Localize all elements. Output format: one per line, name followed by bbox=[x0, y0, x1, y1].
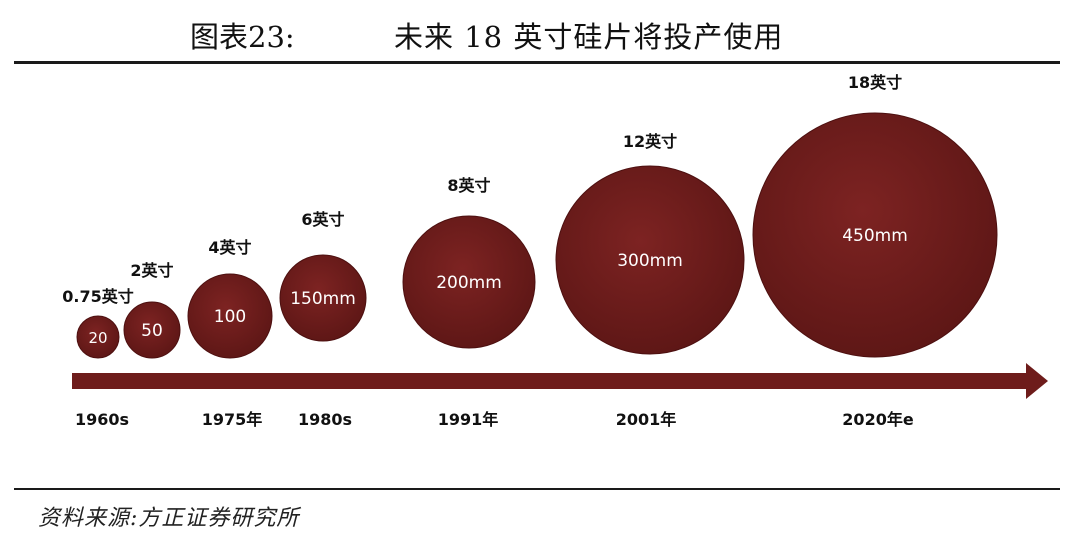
wafer-circle bbox=[187, 273, 273, 359]
wafer-3: 150mm 6英寸 1980s bbox=[279, 210, 367, 429]
wafer-5: 300mm 12英寸 2001年 bbox=[555, 132, 745, 429]
wafer-size-label: 8英寸 bbox=[447, 176, 490, 195]
wafer-circle bbox=[76, 315, 120, 359]
wafer-size-label: 6英寸 bbox=[301, 210, 344, 229]
wafer-4: 200mm 8英寸 1991年 bbox=[402, 176, 536, 429]
wafer-circle bbox=[752, 112, 998, 358]
wafer-1: 50 2英寸 bbox=[123, 261, 181, 359]
source-note: 资料来源:方正证券研究所 bbox=[38, 506, 300, 531]
wafer-6: 450mm 18英寸 2020年e bbox=[752, 73, 998, 429]
wafer-circle bbox=[123, 301, 181, 359]
wafer-size-label: 12英寸 bbox=[623, 132, 677, 151]
wafer-circle bbox=[279, 254, 367, 342]
wafer-year-label: 1960s bbox=[75, 410, 129, 429]
wafer-diameter-label: 20 bbox=[88, 329, 107, 347]
wafer-circle bbox=[402, 215, 536, 349]
wafer-year-label: 1975年 bbox=[202, 410, 263, 429]
wafer-year-label: 1991年 bbox=[438, 410, 499, 429]
figure-header: 图表23: 未来 18 英寸硅片将投产使用 bbox=[0, 10, 1076, 54]
timeline-arrow bbox=[72, 363, 1048, 399]
wafer-size-label: 0.75英寸 bbox=[62, 287, 133, 306]
wafer-year-label: 2020年e bbox=[842, 410, 914, 429]
figure-label: 图表23: bbox=[190, 20, 295, 54]
figure-title: 未来 18 英寸硅片将投产使用 bbox=[394, 20, 784, 54]
bottom-rule bbox=[14, 488, 1060, 490]
wafer-circle bbox=[555, 165, 745, 355]
wafer-diameter-label: 50 bbox=[141, 321, 163, 341]
wafer-0: 20 0.75英寸 1960s bbox=[62, 287, 133, 429]
wafer-year-label: 1980s bbox=[298, 410, 352, 429]
wafer-diameter-label: 100 bbox=[214, 307, 246, 327]
wafer-diameter-label: 150mm bbox=[290, 289, 356, 309]
wafer-diameter-label: 450mm bbox=[842, 226, 908, 246]
wafer-year-label: 2001年 bbox=[616, 410, 677, 429]
wafer-size-label: 2英寸 bbox=[130, 261, 173, 280]
wafer-diameter-label: 200mm bbox=[436, 273, 502, 293]
wafer-2: 100 4英寸 1975年 bbox=[187, 238, 273, 429]
wafer-size-label: 4英寸 bbox=[208, 238, 251, 257]
wafer-size-label: 18英寸 bbox=[848, 73, 902, 92]
top-rule bbox=[14, 61, 1060, 64]
wafer-diameter-label: 300mm bbox=[617, 251, 683, 271]
